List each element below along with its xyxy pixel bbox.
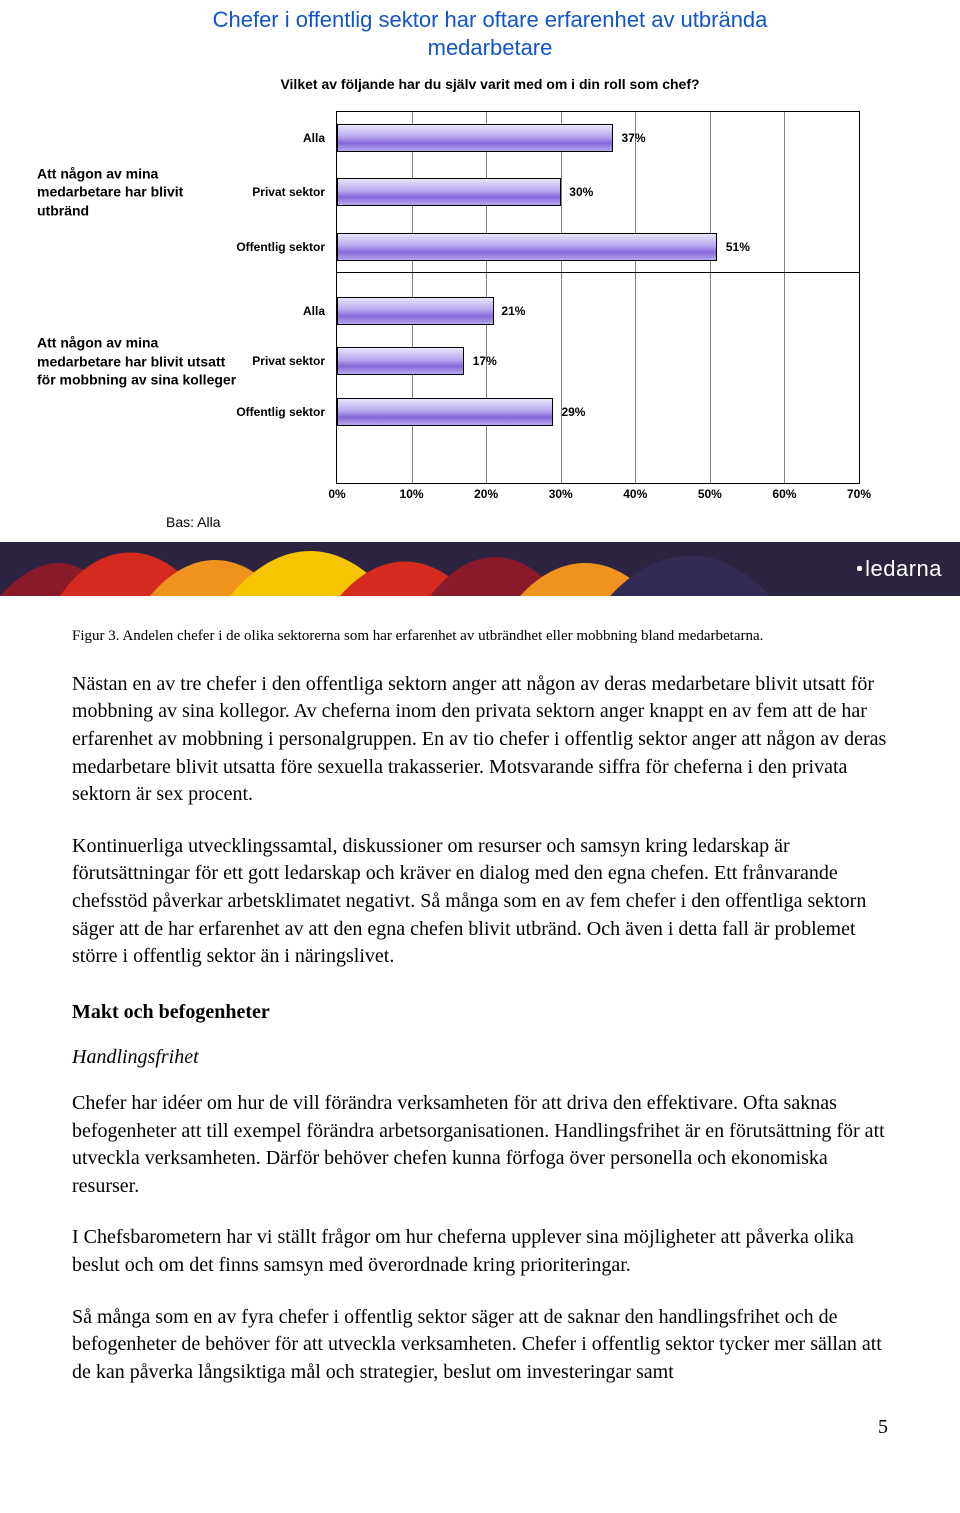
body-paragraph: Nästan en av tre chefer i den offentliga…	[72, 671, 888, 809]
chart-subtitle: Vilket av följande har du själv varit me…	[120, 75, 860, 93]
bar-value: 37%	[621, 132, 645, 144]
logo-dot-icon	[857, 566, 862, 571]
chart-title-line1: Chefer i offentlig sektor har oftare erf…	[213, 7, 768, 32]
section-heading: Makt och befogenheter	[72, 999, 888, 1027]
bar-cat: Alla	[235, 131, 337, 145]
bar-cat: Offentlig sektor	[235, 239, 337, 253]
chart-title: Chefer i offentlig sektor har oftare erf…	[120, 6, 860, 61]
x-tick: 50%	[698, 483, 722, 501]
brand-stripe: ledarna	[0, 542, 960, 596]
x-tick: 20%	[474, 483, 498, 501]
logo-text: ledarna	[865, 556, 942, 581]
x-tick: 70%	[847, 483, 871, 501]
page-number: 5	[0, 1416, 960, 1439]
figure-caption: Figur 3. Andelen chefer i de olika sekto…	[72, 626, 888, 647]
bar-cat: Privat sektor	[235, 354, 337, 368]
body-paragraph: Chefer har idéer om hur de vill förändra…	[72, 1090, 888, 1200]
bar-cat: Alla	[235, 304, 337, 318]
bar	[337, 178, 561, 206]
body-paragraph: Kontinuerliga utvecklingssamtal, diskuss…	[72, 833, 888, 971]
body-paragraph: I Chefsbarometern har vi ställt frågor o…	[72, 1224, 888, 1279]
bar-value: 17%	[473, 355, 497, 367]
bar-value: 21%	[501, 305, 525, 317]
group-label-1: Att någon av mina medarbetare har blivit…	[37, 165, 237, 220]
section-subheading: Handlingsfrihet	[72, 1044, 888, 1072]
bar-value: 29%	[561, 406, 585, 418]
x-tick: 40%	[623, 483, 647, 501]
bar	[337, 398, 553, 426]
x-tick: 0%	[328, 483, 345, 501]
chart-plot-group-1: Att någon av mina medarbetare har blivit…	[336, 111, 860, 273]
chart-base-note: Bas: Alla	[166, 514, 860, 530]
bar	[337, 297, 494, 325]
x-tick: 60%	[772, 483, 796, 501]
x-tick: 30%	[549, 483, 573, 501]
bar-cat: Privat sektor	[235, 185, 337, 199]
bar	[337, 233, 717, 261]
chart-title-line2: medarbetare	[428, 35, 553, 60]
bar-cat: Offentlig sektor	[235, 405, 337, 419]
bar-value: 51%	[726, 241, 750, 253]
bar	[337, 347, 464, 375]
ledarna-logo: ledarna	[857, 556, 942, 582]
x-tick: 10%	[400, 483, 424, 501]
body-paragraph: Så många som en av fyra chefer i offentl…	[72, 1304, 888, 1387]
chart-container: Chefer i offentlig sektor har oftare erf…	[0, 0, 960, 530]
bar	[337, 124, 613, 152]
bar-value: 30%	[569, 186, 593, 198]
chart-plot-group-2: Att någon av mina medarbetare har blivit…	[336, 273, 860, 484]
group-label-2: Att någon av mina medarbetare har blivit…	[37, 334, 237, 389]
